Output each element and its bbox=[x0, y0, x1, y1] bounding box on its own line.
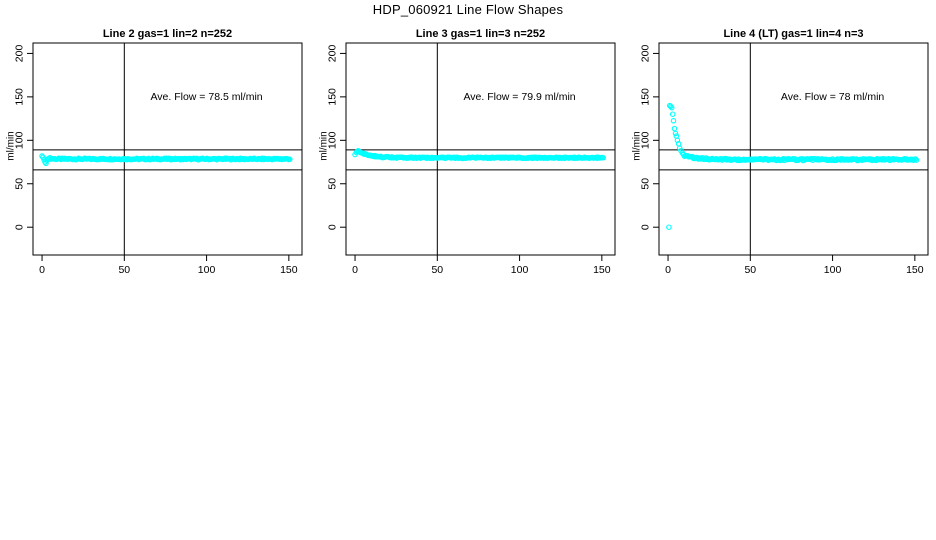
data-point bbox=[287, 156, 293, 162]
average-flow-annotation: Ave. Flow = 79.9 ml/min bbox=[463, 91, 575, 103]
x-tick-label: 0 bbox=[352, 264, 358, 276]
data-points bbox=[39, 153, 293, 167]
data-points bbox=[352, 148, 606, 162]
panel-title: Line 2 gas=1 lin=2 n=252 bbox=[103, 28, 232, 40]
data-point bbox=[672, 130, 679, 137]
panel-title: Line 4 (LT) gas=1 lin=4 n=3 bbox=[723, 28, 863, 40]
y-tick-label: 50 bbox=[14, 178, 26, 190]
data-point bbox=[913, 157, 920, 163]
y-tick-label: 200 bbox=[640, 45, 652, 63]
data-point bbox=[671, 125, 678, 132]
data-points bbox=[666, 102, 920, 230]
panel-1: Line 2 gas=1 lin=2 n=252 0 50 100 150 200 0 50 1… bbox=[6, 28, 303, 276]
x-tick-label: 50 bbox=[118, 264, 130, 276]
x-tick-label: 100 bbox=[511, 264, 529, 276]
x-tick-label: 150 bbox=[906, 264, 924, 276]
x-tick-label: 100 bbox=[824, 264, 842, 276]
data-point bbox=[668, 104, 675, 111]
y-tick-label: 200 bbox=[14, 45, 26, 63]
y-tick-label: 100 bbox=[14, 131, 26, 149]
x-tick-label: 0 bbox=[39, 264, 45, 276]
y-tick-label: 100 bbox=[640, 131, 652, 149]
y-axis-title: ml/min bbox=[319, 131, 330, 160]
y-tick-label: 100 bbox=[327, 131, 339, 149]
data-point bbox=[676, 145, 683, 151]
average-flow-annotation: Ave. Flow = 78.5 ml/min bbox=[150, 91, 262, 103]
data-point bbox=[670, 118, 677, 124]
y-tick-label: 150 bbox=[640, 88, 652, 106]
data-point bbox=[43, 160, 49, 167]
y-tick-label: 0 bbox=[640, 224, 652, 230]
y-tick-label: 50 bbox=[640, 178, 652, 190]
plot-box bbox=[658, 42, 929, 256]
data-point bbox=[666, 224, 672, 230]
x-tick-label: 50 bbox=[431, 264, 443, 276]
x-tick-label: 50 bbox=[744, 264, 756, 276]
data-point bbox=[600, 155, 606, 161]
x-tick-label: 100 bbox=[198, 264, 216, 276]
y-axis-title: ml/min bbox=[632, 131, 643, 160]
plot-box bbox=[345, 42, 616, 256]
panel-3: Line 4 (LT) gas=1 lin=4 n=3 0 50 100 150 200 0… bbox=[632, 28, 929, 276]
y-tick-label: 200 bbox=[327, 45, 339, 63]
figure-main-title: HDP_060921 Line Flow Shapes bbox=[372, 2, 564, 17]
x-tick-label: 0 bbox=[665, 264, 671, 276]
data-point bbox=[669, 111, 676, 117]
plot-box bbox=[32, 42, 303, 256]
data-point bbox=[912, 156, 919, 162]
y-tick-label: 50 bbox=[327, 178, 339, 190]
y-tick-label: 150 bbox=[327, 88, 339, 106]
average-flow-annotation: Ave. Flow = 78 ml/min bbox=[781, 91, 885, 103]
panel-title: Line 3 gas=1 lin=3 n=252 bbox=[416, 28, 545, 40]
plots-svg: Line 2 gas=1 lin=2 n=252 0 50 100 150 200 0 50 1… bbox=[6, 28, 929, 276]
y-tick-label: 0 bbox=[14, 224, 26, 230]
x-tick-label: 150 bbox=[593, 264, 611, 276]
y-tick-label: 0 bbox=[327, 224, 339, 230]
x-tick-label: 150 bbox=[280, 264, 298, 276]
y-axis-title: ml/min bbox=[6, 131, 17, 160]
y-tick-label: 150 bbox=[14, 88, 26, 106]
panel-2: Line 3 gas=1 lin=3 n=252 0 50 100 150 200 0 50 1… bbox=[319, 28, 616, 276]
